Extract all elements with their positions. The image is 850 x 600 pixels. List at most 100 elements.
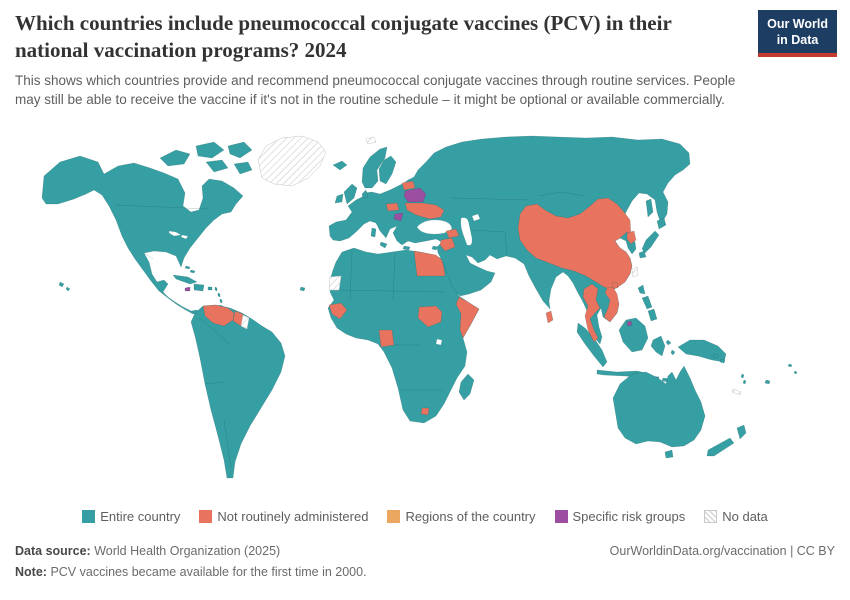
legend-item-regions[interactable]: Regions of the country <box>387 509 536 524</box>
note-line: Note: PCV vaccines became available for … <box>15 565 835 579</box>
legend-label-nodata: No data <box>722 509 768 524</box>
country-south-sudan <box>417 305 443 328</box>
island-hainan <box>611 281 619 289</box>
country-egypt <box>413 250 446 277</box>
data-source-text: World Health Organization (2025) <box>94 544 281 558</box>
data-source-label: Data source: <box>15 544 91 558</box>
legend-label-regions: Regions of the country <box>405 509 536 524</box>
attribution-link[interactable]: OurWorldinData.org/vaccination | CC BY <box>609 544 835 558</box>
country-philippines-1 <box>637 284 646 295</box>
island-solomons-1 <box>712 353 719 359</box>
island-new-guinea <box>677 339 727 363</box>
map-legend: Entire country Not routinely administered… <box>0 509 850 524</box>
legend-swatch-nodata <box>704 510 718 523</box>
island-bahamas-2 <box>189 269 196 274</box>
page-title: Which countries include pneumococcal con… <box>15 11 672 62</box>
legend-item-entire[interactable]: Entire country <box>82 509 180 524</box>
country-norway-sweden <box>361 146 388 189</box>
owid-logo-line1: Our World <box>767 17 828 31</box>
country-cuba <box>172 274 198 285</box>
country-greenland <box>257 135 327 187</box>
country-philippines-3 <box>647 308 658 322</box>
country-caucasus <box>445 228 460 239</box>
data-source-line: Data source: World Health Organization (… <box>15 544 835 558</box>
island-antilles-1 <box>214 286 218 292</box>
country-denmark <box>361 189 369 199</box>
country-philippines-2 <box>641 295 653 310</box>
legend-swatch-entire <box>82 510 96 523</box>
island-hispaniola <box>193 283 205 292</box>
country-japan-honshu <box>641 230 660 254</box>
great-lakes-2 <box>180 234 189 240</box>
note-label: Note: <box>15 565 47 579</box>
island-fiji <box>764 379 771 385</box>
black-sea <box>416 219 453 235</box>
country-iceland <box>332 160 348 171</box>
island-solomons-2 <box>719 358 726 364</box>
island-cape-verde <box>299 286 306 292</box>
footer: Data source: World Health Organization (… <box>15 544 835 586</box>
country-finland <box>378 155 397 185</box>
legend-swatch-regions <box>387 510 401 523</box>
country-ireland <box>334 193 344 204</box>
country-thailand <box>582 283 601 343</box>
island-antilles-3 <box>219 298 223 304</box>
country-borders <box>115 191 586 469</box>
country-guinea <box>328 302 348 320</box>
island-borneo <box>618 317 649 353</box>
caspian-sea <box>460 217 473 246</box>
country-sri-lanka <box>545 310 554 324</box>
island-antilles-2 <box>217 292 221 298</box>
world-map[interactable] <box>0 128 850 508</box>
country-brunei <box>626 320 633 327</box>
legend-label-risk: Specific risk groups <box>572 509 686 524</box>
legend-item-nodata[interactable]: No data <box>704 509 768 524</box>
countries-no-data[interactable] <box>240 135 742 396</box>
island-puerto-rico <box>207 286 213 291</box>
lake-victoria <box>435 338 443 346</box>
country-somalia <box>455 296 480 339</box>
island-sulawesi <box>650 335 666 357</box>
country-vietnam <box>603 286 620 323</box>
island-vanuatu-1 <box>740 373 745 379</box>
country-china <box>517 197 633 291</box>
island-sardinia <box>370 227 377 238</box>
landmass-arctic-1 <box>159 149 191 167</box>
island-new-caledonia <box>731 388 742 396</box>
note-text: PCV vaccines became available for the fi… <box>50 565 367 579</box>
country-suriname <box>240 314 250 330</box>
island-hawaii-1 <box>58 281 65 288</box>
legend-label-entire: Entire country <box>100 509 181 524</box>
legend-item-risk[interactable]: Specific risk groups <box>554 509 686 524</box>
island-maluku-2 <box>670 349 676 356</box>
island-vanuatu-2 <box>742 379 747 385</box>
landmass-arctic-2 <box>195 141 225 159</box>
countries-not-routinely-administered[interactable] <box>202 180 637 416</box>
country-new-zealand-north <box>736 424 747 440</box>
island-tasmania <box>664 449 674 459</box>
landmass-south-america <box>190 304 286 479</box>
country-venezuela <box>202 304 235 327</box>
island-hawaii-2 <box>65 286 71 292</box>
countries-specific-risk-groups[interactable] <box>184 187 633 327</box>
owid-logo[interactable]: Our World in Data <box>758 10 837 58</box>
legend-label-not_routine: Not routinely administered <box>217 509 369 524</box>
country-bosnia <box>393 212 404 222</box>
island-pacific-2 <box>793 370 798 375</box>
country-syria <box>439 237 456 252</box>
landmass-arctic-5 <box>233 161 253 175</box>
countries-entire-country[interactable] <box>41 135 798 479</box>
great-lakes-1 <box>168 230 182 237</box>
landmass-north-america <box>41 155 244 315</box>
country-new-zealand-south <box>706 437 735 457</box>
legend-item-not_routine[interactable]: Not routinely administered <box>199 509 368 524</box>
country-gabon <box>378 329 395 348</box>
legend-swatch-risk <box>554 510 568 523</box>
country-japan-kyushu <box>638 250 647 259</box>
island-bahamas-1 <box>184 265 191 270</box>
island-crete <box>402 245 411 251</box>
country-australia <box>612 365 706 448</box>
chart-header: Which countries include pneumococcal con… <box>15 10 755 110</box>
inland-seas <box>168 213 481 346</box>
